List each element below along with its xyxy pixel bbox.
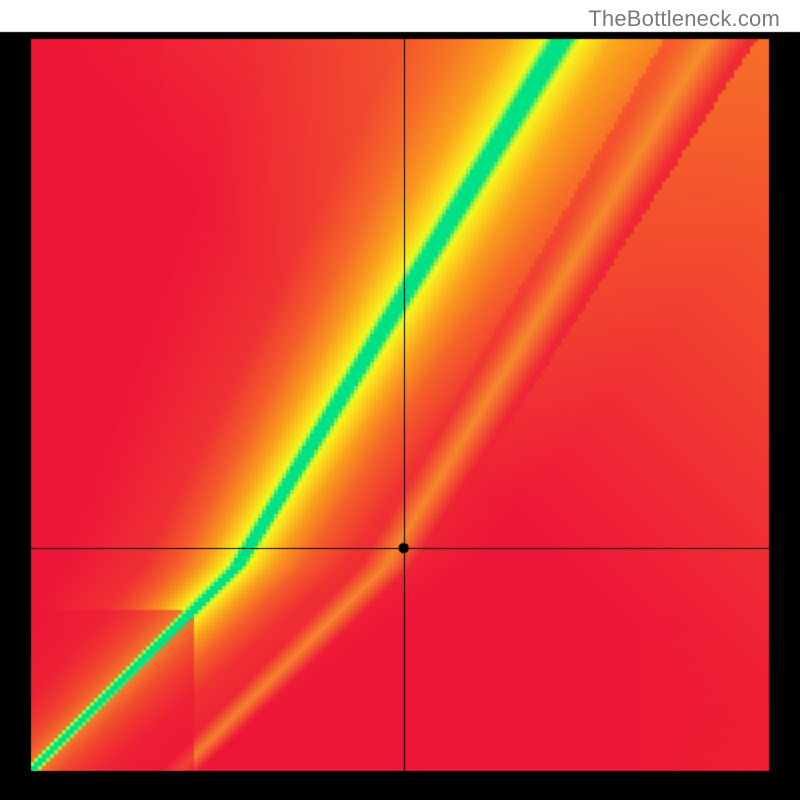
chart-container: TheBottleneck.com (0, 0, 800, 800)
watermark-text: TheBottleneck.com (588, 6, 780, 32)
bottleneck-heatmap-canvas (0, 0, 800, 800)
